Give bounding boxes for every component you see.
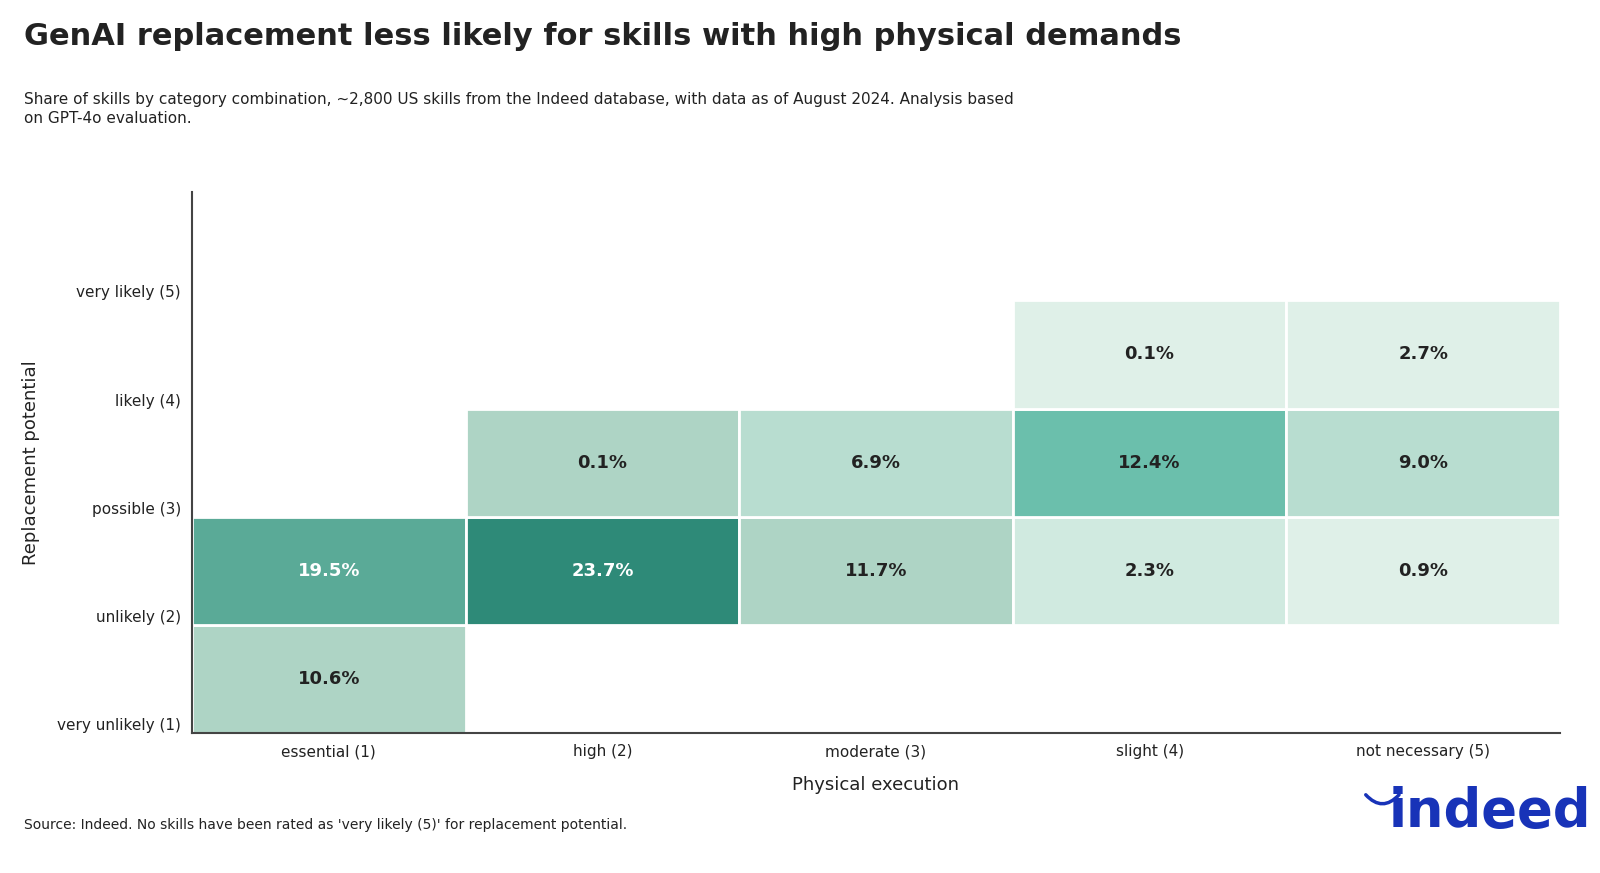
Bar — [1013, 517, 1286, 625]
Text: Share of skills by category combination, ~2,800 US skills from the Indeed databa: Share of skills by category combination,… — [24, 92, 1014, 127]
Bar — [466, 409, 739, 517]
Bar — [1286, 409, 1560, 517]
Text: 12.4%: 12.4% — [1118, 454, 1181, 471]
Bar — [1013, 300, 1286, 409]
Bar — [1286, 300, 1560, 409]
Text: 0.9%: 0.9% — [1398, 562, 1448, 580]
Text: 11.7%: 11.7% — [845, 562, 907, 580]
Bar — [739, 409, 1013, 517]
Bar — [466, 517, 739, 625]
Text: 19.5%: 19.5% — [298, 562, 360, 580]
Text: 6.9%: 6.9% — [851, 454, 901, 471]
Text: 10.6%: 10.6% — [298, 670, 360, 688]
Bar — [1286, 517, 1560, 625]
X-axis label: Physical execution: Physical execution — [792, 776, 960, 794]
Text: GenAI replacement less likely for skills with high physical demands: GenAI replacement less likely for skills… — [24, 22, 1181, 51]
Text: 9.0%: 9.0% — [1398, 454, 1448, 471]
Text: 0.1%: 0.1% — [578, 454, 627, 471]
Text: 0.1%: 0.1% — [1125, 346, 1174, 363]
Text: Source: Indeed. No skills have been rated as 'very likely (5)' for replacement p: Source: Indeed. No skills have been rate… — [24, 818, 627, 832]
Bar — [739, 517, 1013, 625]
Text: 2.7%: 2.7% — [1398, 346, 1448, 363]
Y-axis label: Replacement potential: Replacement potential — [22, 361, 40, 565]
Text: 2.3%: 2.3% — [1125, 562, 1174, 580]
Bar — [192, 517, 466, 625]
Text: 23.7%: 23.7% — [571, 562, 634, 580]
Bar — [192, 625, 466, 733]
Bar — [1013, 409, 1286, 517]
Text: indeed: indeed — [1389, 786, 1590, 838]
